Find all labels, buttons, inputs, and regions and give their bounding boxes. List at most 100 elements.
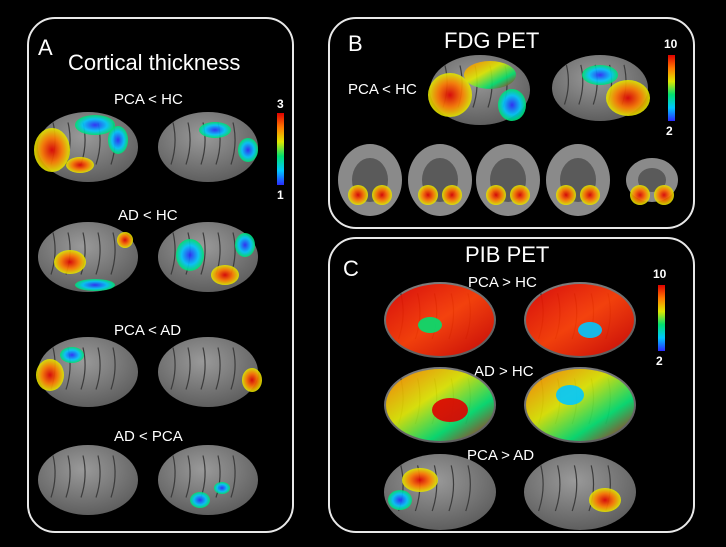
panel-a-row-label: AD < HC [118, 207, 178, 224]
activation-blob [589, 488, 621, 512]
panel-b-frame [328, 17, 695, 229]
sulcus-line [448, 465, 455, 512]
panel-b-colorbar-max: 10 [664, 37, 678, 51]
sulcus-line [110, 232, 116, 275]
sulcus-line [170, 232, 176, 275]
sulcus-line [230, 122, 236, 165]
sulcus-line [571, 465, 578, 512]
brain-lateral [38, 445, 138, 515]
activation-blob [418, 185, 438, 205]
sulcus-line [185, 455, 191, 498]
sulcus-line [80, 455, 86, 498]
sulcus-line [95, 347, 101, 390]
activation-blob [199, 122, 231, 138]
panel-a-colorbar-max: 3 [277, 97, 284, 111]
activation-blob [54, 250, 86, 274]
sulcus-line [110, 347, 116, 390]
panel-a-row-label: AD < PCA [114, 428, 183, 445]
sulcus-line [65, 455, 71, 498]
sulcus-line [200, 232, 206, 275]
brain-medial [158, 445, 258, 515]
activation-blob [526, 369, 634, 441]
activation-blob [630, 185, 650, 205]
activation-blob [117, 232, 133, 248]
panel-b-colorbar-min: 2 [666, 124, 673, 138]
brain-medial [158, 112, 258, 182]
panel-b-letter: B [348, 31, 363, 56]
activation-blob [235, 233, 255, 257]
activation-blob [418, 317, 442, 333]
sulcus-line [537, 465, 544, 512]
activation-blob [34, 128, 70, 172]
activation-blob [580, 185, 600, 205]
activation-blob [238, 138, 258, 162]
sulcus-line [170, 455, 176, 498]
sulcus-line [563, 64, 569, 105]
panel-c-colorbar-min: 2 [656, 354, 663, 368]
activation-blob [190, 492, 210, 508]
panel-c-title: PIB PET [465, 242, 550, 267]
activation-blob [578, 322, 602, 338]
activation-blob [348, 185, 368, 205]
sulcus-line [185, 122, 191, 165]
panel-c-frame [328, 237, 695, 533]
activation-blob [211, 265, 239, 285]
sulcus-line [185, 347, 191, 390]
activation-blob [214, 482, 230, 494]
sulcus-line [95, 455, 101, 498]
panel-a-row-label: PCA < HC [114, 91, 183, 108]
panel-c-row-label: PCA > HC [468, 274, 537, 291]
activation-blob [75, 115, 115, 135]
panel-c-row-label: PCA > AD [467, 447, 535, 464]
sulcus-line [588, 465, 595, 512]
activation-blob [36, 359, 64, 391]
panel-a-frame [27, 17, 294, 533]
activation-blob [442, 185, 462, 205]
sulcus-line [80, 232, 86, 275]
activation-blob [402, 468, 438, 492]
sulcus-line [170, 347, 176, 390]
activation-blob [108, 126, 128, 154]
sulcus-line [465, 465, 471, 512]
panel-c-letter: C [343, 256, 359, 281]
sulcus-line [578, 64, 584, 105]
sulcus-line [200, 347, 206, 390]
panel-c-row-label: AD > HC [474, 363, 534, 380]
panel-c-colorbar-max: 10 [653, 267, 667, 281]
activation-blob [388, 490, 412, 510]
activation-blob [556, 185, 576, 205]
panel-b-colorbar [668, 55, 675, 121]
activation-blob [606, 80, 650, 116]
activation-blob [432, 398, 468, 422]
panel-c-colorbar [658, 285, 665, 351]
sulcus-line [554, 465, 561, 512]
sulcus-line [80, 347, 86, 390]
activation-blob [428, 73, 472, 117]
axial-slice-inner [638, 168, 666, 192]
activation-blob [60, 347, 84, 363]
sulcus-line [230, 455, 236, 498]
activation-blob [582, 65, 618, 85]
sulcus-line [50, 455, 56, 498]
activation-blob [510, 185, 530, 205]
panel-a-letter: A [38, 35, 53, 60]
sulcus-line [50, 232, 56, 275]
activation-blob [556, 385, 584, 405]
sulcus-line [215, 347, 221, 390]
panel-a-colorbar-min: 1 [277, 188, 284, 202]
panel-b-label: PCA < HC [348, 81, 417, 98]
sulcus-line [95, 232, 101, 275]
panel-a-title: Cortical thickness [68, 50, 241, 75]
sulcus-line [230, 347, 236, 390]
activation-blob [242, 368, 262, 392]
activation-blob [386, 284, 494, 356]
activation-blob [372, 185, 392, 205]
brain-medial [158, 337, 258, 407]
panel-a-colorbar [277, 113, 284, 185]
panel-a-row-label: PCA < AD [114, 322, 182, 339]
brain-lateral [38, 222, 138, 292]
activation-blob [464, 61, 516, 89]
activation-blob [176, 239, 204, 271]
